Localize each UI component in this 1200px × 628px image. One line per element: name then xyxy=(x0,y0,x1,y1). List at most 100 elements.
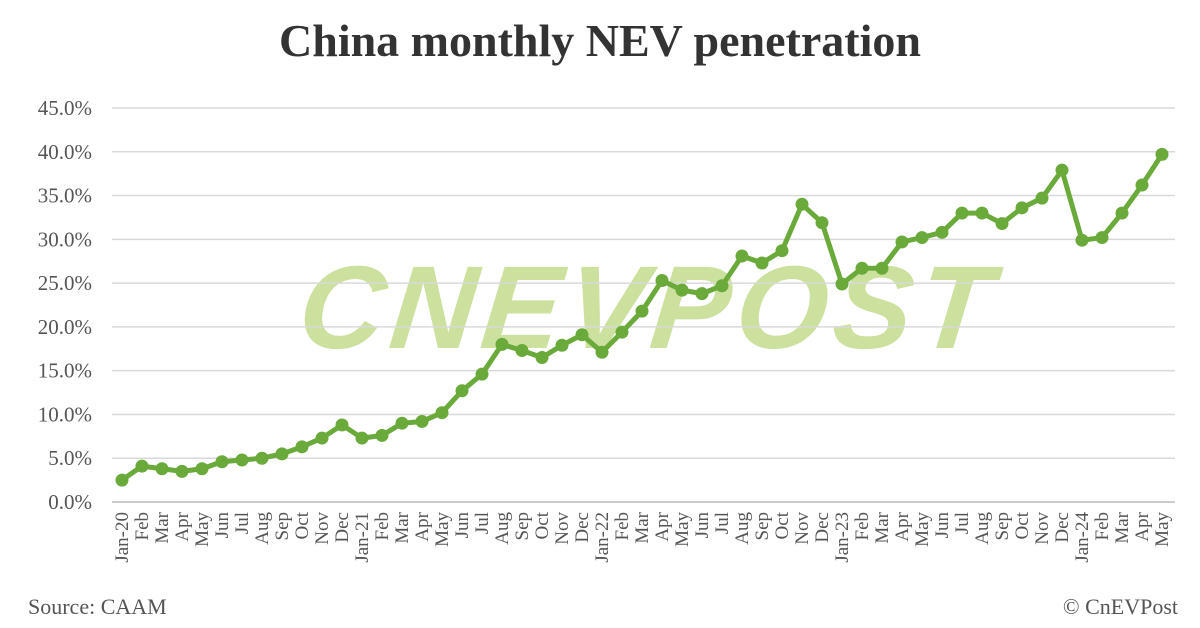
data-point xyxy=(395,416,409,430)
data-point xyxy=(515,344,529,358)
x-tick-label: Jan-21 xyxy=(352,512,373,563)
x-tick-label: Jan-20 xyxy=(112,512,133,563)
data-point xyxy=(735,249,749,263)
data-point xyxy=(995,217,1009,231)
data-point xyxy=(955,206,969,220)
x-tick-label: Feb xyxy=(372,512,393,541)
data-point xyxy=(695,287,709,301)
data-point xyxy=(1015,201,1029,215)
x-tick-label: Nov xyxy=(1032,512,1053,545)
x-tick-label: Nov xyxy=(792,512,813,545)
data-point xyxy=(135,459,149,473)
data-point xyxy=(215,455,229,469)
y-tick-label: 0.0% xyxy=(48,490,92,514)
y-tick-label: 15.0% xyxy=(38,359,92,383)
data-point xyxy=(255,451,269,465)
x-tick-label: Mar xyxy=(1112,511,1133,543)
x-tick-label: Mar xyxy=(632,511,653,543)
x-tick-label: Nov xyxy=(552,512,573,545)
data-point xyxy=(1135,178,1149,192)
y-tick-label: 40.0% xyxy=(38,140,92,164)
data-point xyxy=(455,384,469,398)
y-tick-label: 10.0% xyxy=(38,402,92,426)
x-tick-label: Mar xyxy=(152,511,173,543)
source-note: Source: CAAM xyxy=(28,594,167,619)
data-point xyxy=(795,197,809,211)
x-tick-label: Dec xyxy=(332,512,353,543)
x-tick-label: Jan-24 xyxy=(1072,512,1093,563)
data-point xyxy=(1095,231,1109,245)
x-tick-label: Dec xyxy=(572,512,593,543)
x-tick-label: Sep xyxy=(512,512,533,541)
data-point xyxy=(655,273,669,287)
x-tick-label: May xyxy=(192,512,213,547)
x-tick-label: Jun xyxy=(932,512,953,539)
x-tick-label: Apr xyxy=(892,511,913,541)
x-tick-label: Apr xyxy=(412,511,433,541)
x-tick-label: Jul xyxy=(232,512,253,534)
data-point xyxy=(555,338,569,352)
x-tick-label: Dec xyxy=(812,512,833,543)
data-point xyxy=(855,261,869,275)
credit-note: © CnEVPost xyxy=(1062,594,1178,619)
data-point xyxy=(375,428,389,442)
data-point xyxy=(815,216,829,230)
x-tick-label: Jun xyxy=(212,512,233,539)
y-tick-label: 5.0% xyxy=(48,446,92,470)
x-tick-label: May xyxy=(672,512,693,547)
data-point xyxy=(155,462,169,476)
data-point xyxy=(1035,191,1049,205)
x-tick-label: Feb xyxy=(1092,512,1113,541)
data-point xyxy=(295,440,309,454)
data-point xyxy=(1055,163,1069,177)
x-tick-label: Aug xyxy=(252,512,273,545)
x-tick-label: Aug xyxy=(492,512,513,545)
data-point xyxy=(355,431,369,445)
data-point xyxy=(435,406,449,420)
data-point xyxy=(1115,206,1129,220)
data-point xyxy=(335,418,349,432)
data-point xyxy=(235,453,249,467)
data-point xyxy=(575,328,589,342)
x-tick-label: Oct xyxy=(1012,511,1033,539)
data-point xyxy=(635,304,649,318)
x-tick-label: Jul xyxy=(952,512,973,534)
data-point xyxy=(595,345,609,359)
data-point xyxy=(195,462,209,476)
data-point xyxy=(315,431,329,445)
y-tick-label: 25.0% xyxy=(38,271,92,295)
x-tick-label: May xyxy=(1152,512,1173,547)
data-point xyxy=(715,279,729,293)
x-tick-label: May xyxy=(432,512,453,547)
data-point xyxy=(935,225,949,239)
x-tick-label: Jan-22 xyxy=(592,512,613,563)
x-tick-label: Nov xyxy=(312,512,333,545)
x-tick-label: Jul xyxy=(472,512,493,534)
x-tick-label: Sep xyxy=(752,512,773,541)
x-tick-label: Jun xyxy=(452,512,473,539)
data-point xyxy=(175,464,189,478)
data-point xyxy=(615,325,629,339)
data-point xyxy=(975,206,989,220)
x-tick-label: Feb xyxy=(612,512,633,541)
y-tick-label: 35.0% xyxy=(38,184,92,208)
data-point xyxy=(775,244,789,258)
data-point xyxy=(1155,147,1169,161)
x-tick-label: Mar xyxy=(872,511,893,543)
y-tick-label: 30.0% xyxy=(38,227,92,251)
x-tick-label: Mar xyxy=(392,511,413,543)
x-tick-label: Feb xyxy=(132,512,153,541)
data-point xyxy=(475,367,489,381)
data-point xyxy=(875,261,889,275)
data-point xyxy=(835,277,849,291)
data-point xyxy=(495,337,509,351)
x-tick-label: May xyxy=(912,512,933,547)
y-tick-label: 20.0% xyxy=(38,315,92,339)
x-tick-label: Apr xyxy=(172,511,193,541)
x-tick-label: Aug xyxy=(732,512,753,545)
x-tick-label: Oct xyxy=(532,511,553,539)
x-tick-label: Jul xyxy=(712,512,733,534)
x-tick-label: Aug xyxy=(972,512,993,545)
chart-title: China monthly NEV penetration xyxy=(279,15,921,66)
